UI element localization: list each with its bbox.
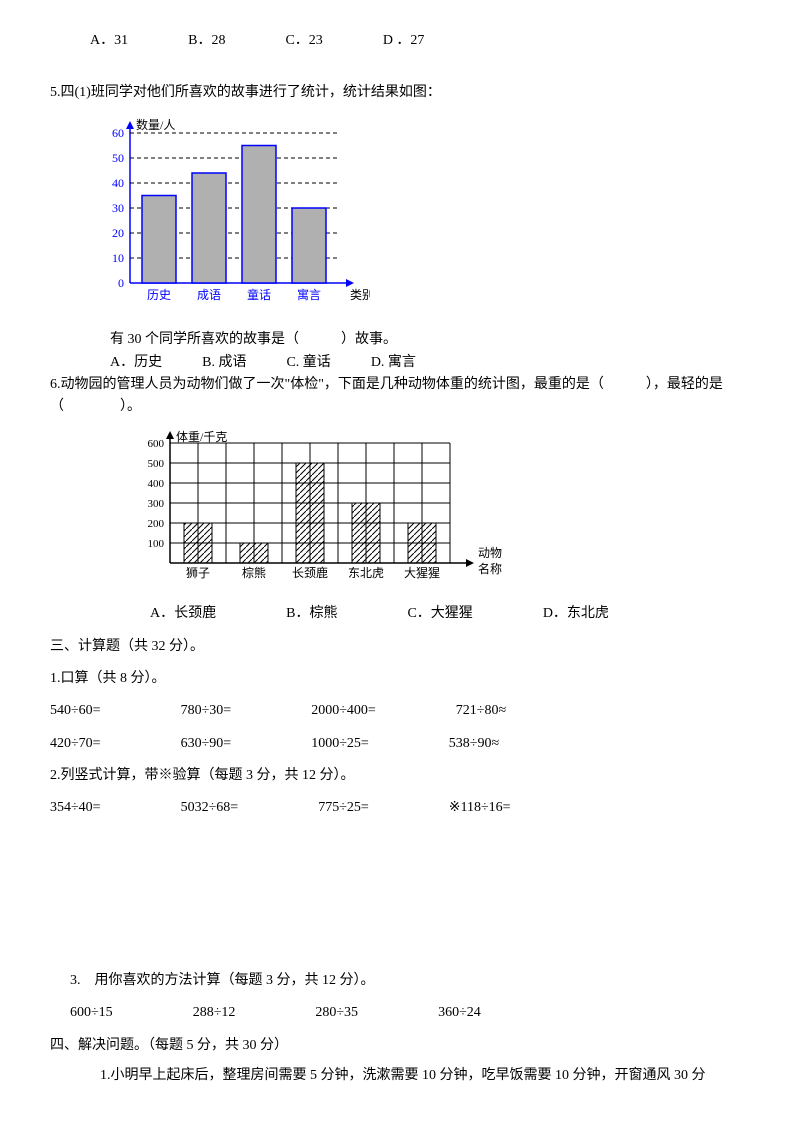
q5-subtext: 有 30 个同学所喜欢的故事是（ ）故事。: [110, 329, 744, 351]
q5-chart: 数量/人 0 10 20 30 40 50 60 历史 成语 童话 寓言 类别: [90, 113, 744, 321]
q5-option-c: C. 童话: [286, 352, 330, 374]
svg-text:0: 0: [118, 276, 124, 290]
svg-text:数量/人: 数量/人: [136, 117, 175, 132]
svg-text:大猩猩: 大猩猩: [404, 565, 440, 580]
calc-3b: 5032÷68=: [181, 797, 239, 819]
svg-text:东北虎: 东北虎: [348, 566, 384, 580]
q6-chart: 体重/千克 100 200 300 400 500 600 狮子 棕熊 长颈鹿 东北虎 大猩猩 动物名称: [120, 427, 744, 595]
svg-text:动物: 动物: [478, 546, 502, 560]
svg-text:狮子: 狮子: [186, 566, 210, 580]
calc-3c: 775÷25=: [318, 797, 369, 819]
section4-heading: 四、解决问题。（每题 5 分，共 30 分）: [50, 1035, 744, 1057]
calc-3a: 354÷40=: [50, 797, 101, 819]
q5-option-a: A．历史: [110, 352, 162, 374]
svg-text:类别: 类别: [350, 288, 370, 302]
q6-option-d: D．东北虎: [543, 603, 609, 625]
svg-text:30: 30: [112, 201, 124, 215]
q6-option-b: B．棕熊: [286, 603, 337, 625]
svg-text:成语: 成语: [197, 288, 221, 302]
q5-option-d: D. 寓言: [371, 352, 416, 374]
calc-1a: 540÷60=: [50, 700, 101, 722]
svg-text:60: 60: [112, 126, 124, 140]
svg-text:体重/千克: 体重/千克: [176, 430, 227, 444]
q6-option-c: C．大猩猩: [407, 603, 472, 625]
svg-text:200: 200: [148, 518, 165, 530]
calc-4d: 360÷24: [438, 1002, 481, 1024]
section3-sub1: 1.口算（共 8 分）。: [50, 668, 744, 690]
top-options: A．31 B．28 C．23 D ．27: [90, 30, 744, 52]
svg-text:500: 500: [148, 458, 165, 470]
section3-heading: 三、计算题（共 32 分）。: [50, 636, 744, 658]
calc-row-4: 600÷15 288÷12 280÷35 360÷24: [70, 1002, 744, 1024]
q5-options: A．历史 B. 成语 C. 童话 D. 寓言: [110, 352, 744, 374]
calc-2b: 630÷90=: [181, 733, 232, 755]
q6-options: A．长颈鹿 B．棕熊 C．大猩猩 D．东北虎: [150, 603, 744, 625]
section4-q1: 1.小明早上起床后，整理房间需要 5 分钟，洗漱需要 10 分钟，吃早饭需要 1…: [100, 1065, 744, 1087]
svg-text:400: 400: [148, 478, 165, 490]
q5-option-b: B. 成语: [202, 352, 246, 374]
calc-1d: 721÷80≈: [456, 700, 506, 722]
svg-text:40: 40: [112, 176, 124, 190]
svg-text:600: 600: [148, 438, 165, 450]
option-a: A．31: [90, 30, 128, 52]
calc-4a: 600÷15: [70, 1002, 113, 1024]
svg-text:名称: 名称: [478, 561, 502, 576]
question-6-text: 6.动物园的管理人员为动物们做了一次"体检"，下面是几种动物体重的统计图，最重的…: [50, 374, 744, 419]
calc-1b: 780÷30=: [181, 700, 232, 722]
option-c: C．23: [285, 30, 322, 52]
section3-sub2: 2.列竖式计算，带※验算（每题 3 分，共 12 分）。: [50, 765, 744, 787]
svg-text:棕熊: 棕熊: [242, 565, 266, 580]
svg-text:50: 50: [112, 151, 124, 165]
svg-text:100: 100: [148, 538, 165, 550]
calc-4c: 280÷35: [315, 1002, 358, 1024]
svg-text:历史: 历史: [147, 288, 171, 302]
calc-row-1: 540÷60= 780÷30= 2000÷400= 721÷80≈: [50, 700, 744, 722]
question-5-text: 5.四(1)班同学对他们所喜欢的故事进行了统计，统计结果如图：: [50, 82, 744, 104]
svg-text:10: 10: [112, 251, 124, 265]
svg-text:长颈鹿: 长颈鹿: [292, 565, 328, 580]
calc-3d: ※118÷16=: [449, 797, 511, 819]
option-b: B．28: [188, 30, 225, 52]
calc-4b: 288÷12: [193, 1002, 236, 1024]
calc-2d: 538÷90≈: [449, 733, 499, 755]
calc-2a: 420÷70=: [50, 733, 101, 755]
calc-row-3: 354÷40= 5032÷68= 775÷25= ※118÷16=: [50, 797, 744, 819]
calc-1c: 2000÷400=: [311, 700, 376, 722]
calc-2c: 1000÷25=: [311, 733, 369, 755]
svg-text:300: 300: [148, 498, 165, 510]
svg-text:20: 20: [112, 226, 124, 240]
q6-option-a: A．长颈鹿: [150, 603, 216, 625]
option-d: D ．27: [383, 30, 425, 52]
svg-text:寓言: 寓言: [297, 287, 321, 302]
calc-row-2: 420÷70= 630÷90= 1000÷25= 538÷90≈: [50, 733, 744, 755]
svg-text:童话: 童话: [247, 287, 271, 302]
section3-sub3: 3. 用你喜欢的方法计算（每题 3 分，共 12 分）。: [70, 970, 744, 992]
